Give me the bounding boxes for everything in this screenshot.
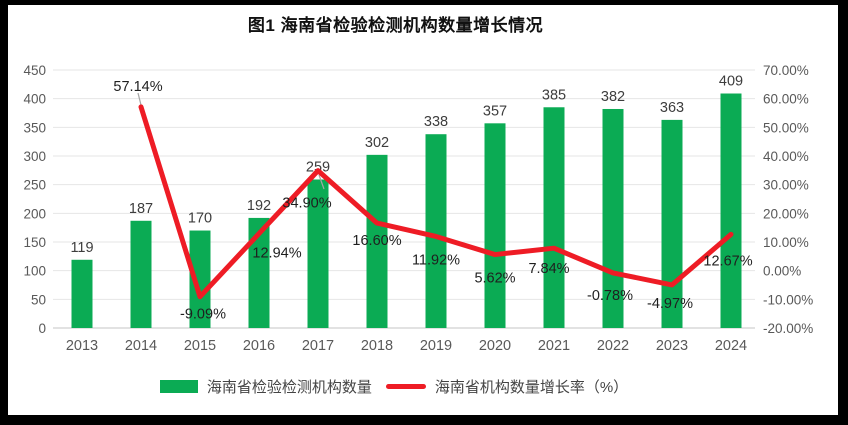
- chart-title: 图1 海南省检验检测机构数量增长情况: [247, 16, 544, 35]
- legend-item-institution-count: 海南省检验检测机构数量: [159, 376, 372, 397]
- chart-background: [8, 5, 838, 415]
- legend-item-growth-rate: 海南省机构数量增长率（%）: [385, 376, 629, 397]
- line-legend-swatch-icon: [385, 383, 426, 389]
- bar-legend-swatch-icon: [159, 379, 198, 393]
- chart-legend: 海南省检验检测机构数量 海南省机构数量增长率（%）: [0, 374, 788, 398]
- legend-label-growth-rate: 海南省机构数量增长率（%）: [434, 378, 629, 396]
- legend-label-institution-count: 海南省检验检测机构数量: [206, 378, 372, 396]
